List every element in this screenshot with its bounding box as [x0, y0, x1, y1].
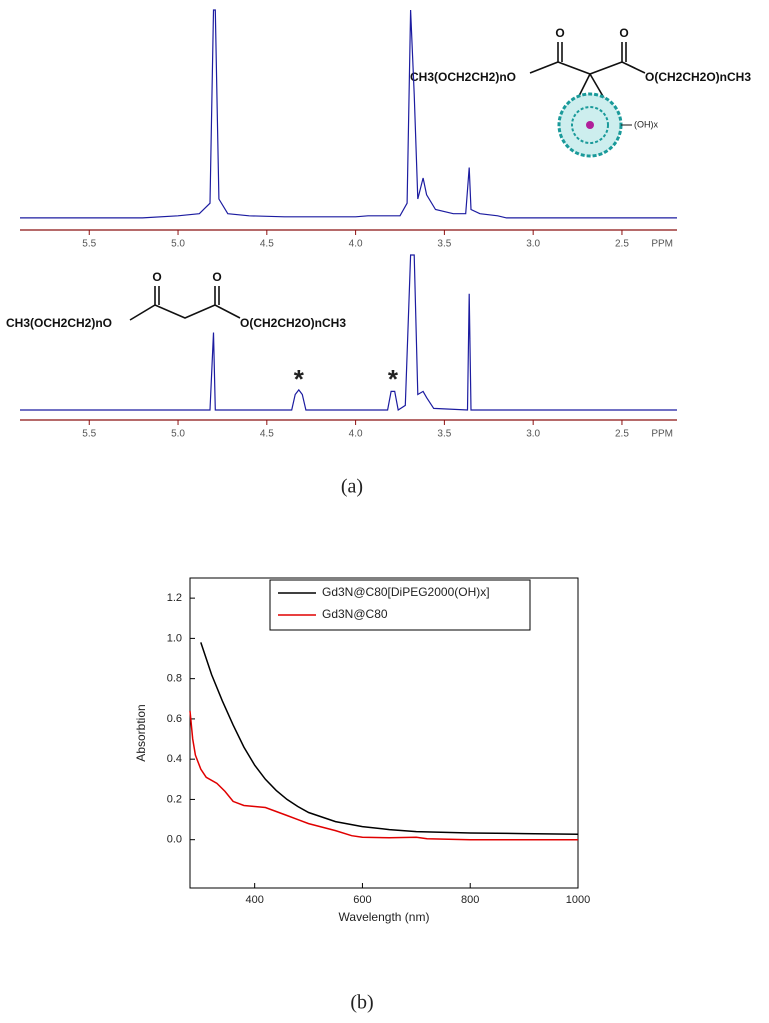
x-axis-label: PPM — [651, 429, 673, 440]
x-axis-label: Wavelength (nm) — [339, 910, 430, 924]
x-tick-label: 4.0 — [349, 429, 363, 440]
y-tick-label: 0.2 — [167, 793, 182, 805]
x-tick-label: 5.5 — [82, 429, 96, 440]
chem-label: CH3(OCH2CH2)nO — [410, 70, 516, 84]
spectrum-line — [20, 9, 677, 219]
x-tick-label: 3.5 — [437, 239, 451, 250]
x-tick-label: 1000 — [566, 894, 590, 906]
spectrum-line — [20, 254, 677, 411]
x-tick-label: 400 — [245, 894, 263, 906]
caption: (b) — [350, 992, 373, 1014]
x-tick-label: 800 — [461, 894, 479, 906]
x-tick-label: 3.5 — [437, 429, 451, 440]
x-tick-label: 2.5 — [615, 429, 629, 440]
legend-label: Gd3N@C80[DiPEG2000(OH)x] — [322, 585, 490, 599]
y-tick-label: 0.8 — [167, 673, 182, 685]
annotation: * — [294, 364, 305, 394]
y-tick-label: 1.0 — [167, 632, 182, 644]
spectrum-line — [189, 710, 578, 841]
x-tick-label: 5.5 — [82, 239, 96, 250]
chem-label: O — [152, 270, 161, 284]
legend-box — [269, 579, 531, 631]
annotation: * — [388, 364, 399, 394]
chem-label: CH3(OCH2CH2)nO — [6, 316, 112, 330]
y-tick-label: 1.2 — [167, 592, 182, 604]
x-tick-label: 3.0 — [526, 239, 540, 250]
x-tick-label: 4.0 — [349, 239, 363, 250]
y-tick-label: 0.0 — [167, 834, 182, 846]
x-axis-label: PPM — [651, 239, 673, 250]
chem-label: O(CH2CH2O)nCH3 — [240, 316, 346, 330]
chem-label: O(CH2CH2O)nCH3 — [645, 70, 751, 84]
chem-label: (OH)x — [634, 119, 658, 129]
x-tick-label: 5.0 — [171, 239, 185, 250]
chem-label: O — [212, 270, 221, 284]
x-tick-label: 600 — [353, 894, 371, 906]
x-tick-label: 4.5 — [260, 429, 274, 440]
plot-frame — [189, 577, 579, 889]
chem-label: O — [619, 26, 628, 40]
structure-bonds — [129, 42, 646, 321]
legend-label: Gd3N@C80 — [322, 607, 388, 621]
y-tick-label: 0.6 — [167, 713, 182, 725]
x-tick-label: 4.5 — [260, 239, 274, 250]
x-tick-label: 3.0 — [526, 429, 540, 440]
spectrum-line — [200, 642, 579, 836]
y-axis-label: Absorbtion — [134, 704, 148, 761]
chem-label: O — [555, 26, 564, 40]
caption: (a) — [341, 476, 363, 498]
y-tick-label: 0.4 — [167, 753, 182, 765]
x-tick-label: 5.0 — [171, 429, 185, 440]
x-tick-label: 2.5 — [615, 239, 629, 250]
